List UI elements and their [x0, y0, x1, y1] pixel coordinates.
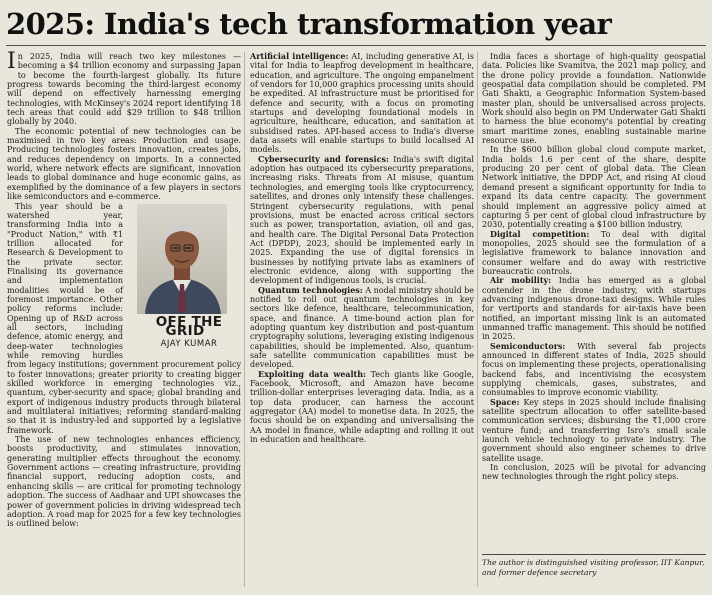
- paragraph: Cybersecurity and forensics: India's swi…: [250, 153, 474, 286]
- paragraph-text: AI, including generative AI, is vital fo…: [250, 52, 475, 155]
- subheading: Air mobility:: [490, 275, 552, 286]
- paragraph-text: To deal with digital monopolies, 2025 sh…: [482, 229, 706, 276]
- paragraph: The use of new technologies enhances eff…: [7, 435, 241, 529]
- paragraph: Quantum technologies: A nodal ministry s…: [250, 284, 475, 370]
- paragraph: Artificial intelligence: AI, including g…: [250, 51, 475, 155]
- column-label: OFF THE GRID: [155, 313, 223, 339]
- paragraph: Exploiting data wealth: Tech giants like…: [250, 368, 475, 445]
- paragraph: Air mobility: India has emerged as a glo…: [482, 275, 706, 342]
- column-divider: [477, 52, 478, 587]
- paragraph: In conclusion, 2025 will be pivotal for …: [482, 463, 706, 482]
- column-3: India faces a shortage of high-quality g…: [482, 52, 706, 552]
- paragraph: In the $600 billion global cloud compute…: [482, 145, 706, 230]
- paragraph-text: n 2025, India will reach two key milesto…: [7, 52, 241, 127]
- paragraph: Digital competition: To deal with digita…: [482, 228, 706, 277]
- author-footnote: The author is distinguished visiting pro…: [482, 554, 706, 577]
- author-portrait-icon: [137, 203, 227, 314]
- paragraph-text: With several fab projects announced in d…: [482, 341, 706, 398]
- subheading: Artificial intelligence:: [250, 51, 349, 61]
- headline: 2025: India's tech transformation year: [6, 7, 612, 41]
- paragraph: India faces a shortage of high-quality g…: [482, 52, 706, 146]
- author-box: OFF THE GRID AJAY KUMAR: [129, 203, 241, 356]
- paragraph-text: Tech giants like Google, Facebook, Micro…: [250, 369, 475, 445]
- headline-rule: [6, 45, 706, 46]
- subheading: Exploiting data wealth:: [258, 368, 366, 379]
- column-divider: [244, 52, 245, 587]
- paragraph: Space: Key steps in 2025 should include …: [482, 396, 706, 463]
- paragraph-text: A nodal ministry should be notified to r…: [250, 285, 475, 370]
- subheading: Cybersecurity and forensics:: [258, 153, 389, 164]
- paragraph-text: Key steps in 2025 should include finalis…: [482, 397, 706, 463]
- paragraph: OFF THE GRID AJAY KUMAR This year should…: [7, 202, 241, 436]
- paragraph-text: India has emerged as a global contender …: [482, 276, 706, 342]
- column-2: Artificial intelligence: AI, including g…: [250, 51, 475, 445]
- paragraph: Semiconductors: With several fab project…: [482, 340, 706, 398]
- drop-cap: I: [7, 49, 16, 74]
- paragraph: The economic potential of new technologi…: [7, 126, 241, 202]
- subheading: Digital competition:: [490, 228, 590, 239]
- subheading: Semiconductors:: [490, 340, 566, 351]
- author-name: AJAY KUMAR: [160, 338, 218, 349]
- subheading: Space:: [490, 396, 520, 407]
- paragraph-text: India's swift digital adoption has outpa…: [250, 154, 474, 286]
- paragraph-text: This year should be a watershed year, tr…: [7, 201, 241, 435]
- subheading: Quantum technologies:: [258, 284, 363, 295]
